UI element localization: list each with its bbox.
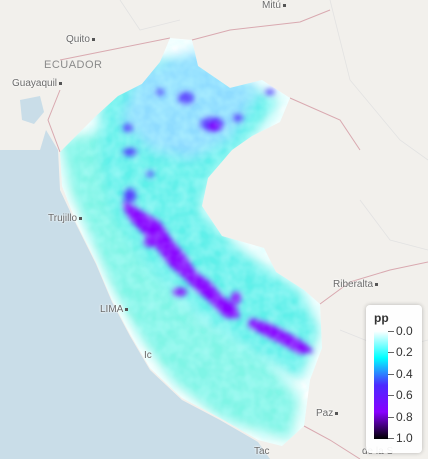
- city-marker: [125, 307, 129, 311]
- legend-tick-label: 0.4: [396, 366, 413, 381]
- legend-title: pp: [374, 311, 389, 325]
- place-label-trujillo[interactable]: Trujillo: [48, 213, 83, 224]
- place-label-la-paz[interactable]: Paz: [316, 408, 339, 419]
- legend-tick-mark: [388, 438, 394, 439]
- city-marker: [91, 37, 95, 41]
- city-marker: [335, 411, 339, 415]
- legend-tick-label: 1.0: [396, 431, 413, 445]
- legend-color-ramp: [374, 331, 388, 439]
- country-label-ecuador: ECUADOR: [44, 59, 103, 71]
- legend-tick-mark: [388, 331, 394, 332]
- legend-tick-mark: [388, 416, 394, 418]
- legend-tick-mark: [388, 352, 394, 354]
- country-borders: [47, 9, 428, 459]
- place-label-ica[interactable]: Ic: [144, 350, 152, 361]
- legend-tick-label: 0.6: [396, 388, 413, 403]
- city-marker: [79, 216, 83, 220]
- city-marker: [282, 3, 286, 7]
- pacific-ocean: [0, 130, 270, 459]
- place-label-quito[interactable]: Quito: [66, 34, 95, 45]
- legend-tick-label: 0.2: [396, 345, 413, 360]
- place-label-riberalta[interactable]: Riberalta: [333, 279, 379, 290]
- legend-tick-mark: [388, 373, 394, 375]
- legend-tick-label: 0.0: [396, 324, 413, 338]
- place-label-tacna[interactable]: Tac: [254, 446, 270, 457]
- legend-tick-mark: [388, 395, 394, 397]
- place-label-guayaquil[interactable]: Guayaquil: [12, 78, 63, 89]
- gulf: [20, 96, 44, 124]
- city-marker: [375, 282, 379, 286]
- city-marker: [59, 81, 63, 85]
- place-label-lima[interactable]: LIMA: [100, 304, 129, 315]
- color-legend: pp 0.0 0.2 0.4 0.6 0.8 1.0: [366, 305, 422, 453]
- place-label-mitu[interactable]: Mitú: [262, 0, 286, 11]
- legend-tick-label: 0.8: [396, 409, 413, 424]
